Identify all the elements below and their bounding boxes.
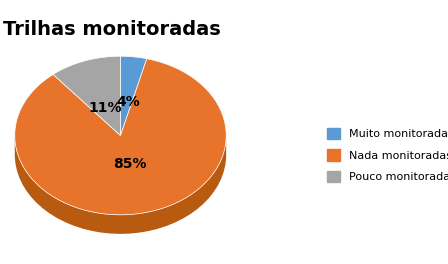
Text: 4%: 4% — [117, 95, 141, 109]
Text: 85%: 85% — [113, 157, 147, 171]
Legend: Muito monitoradas, Nada monitoradas, Pouco monitoradas: Muito monitoradas, Nada monitoradas, Pou… — [323, 123, 448, 187]
Polygon shape — [53, 56, 121, 135]
Polygon shape — [15, 138, 226, 234]
Polygon shape — [15, 59, 226, 215]
Title: Trilhas monitoradas: Trilhas monitoradas — [3, 20, 220, 39]
Text: 11%: 11% — [89, 101, 122, 115]
Polygon shape — [121, 56, 147, 135]
